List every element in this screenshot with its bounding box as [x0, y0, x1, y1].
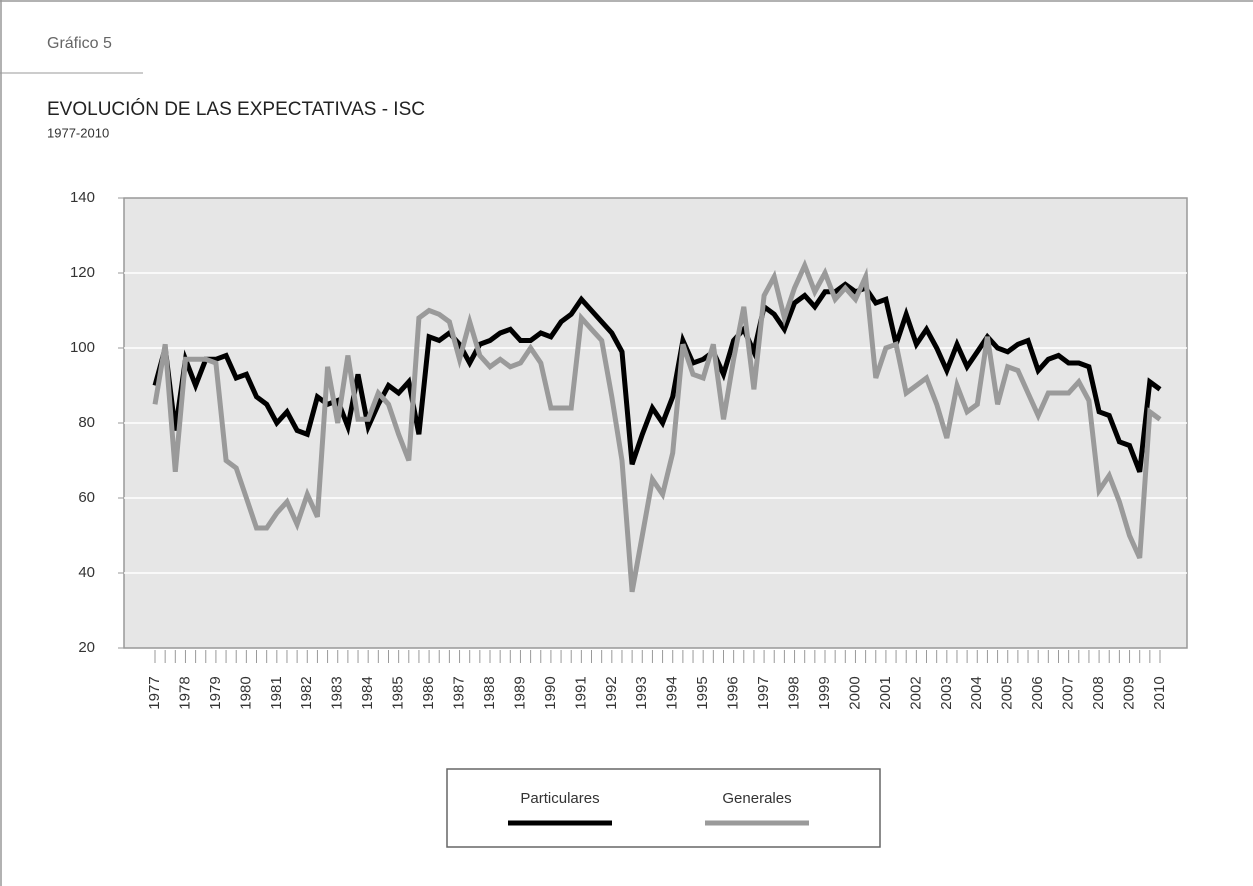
x-tick-label: 2009	[1121, 676, 1138, 709]
x-tick-label: 1992	[603, 676, 620, 709]
x-tick-label: 2007	[1060, 676, 1077, 709]
x-tick-label: 1990	[542, 676, 559, 709]
x-tick-label: 1994	[664, 676, 681, 709]
x-tick-label: 1997	[755, 676, 772, 709]
y-tick-label: 80	[78, 414, 95, 431]
series-line	[152, 259, 1162, 593]
x-tick-label: 2004	[968, 676, 985, 709]
x-tick-label: 2006	[1029, 676, 1046, 709]
x-tick-label: 2003	[938, 676, 955, 709]
x-tick-label: 1988	[481, 676, 498, 709]
x-tick-label: 1977	[146, 676, 163, 709]
y-tick-label: 100	[70, 339, 95, 356]
legend-label: Particulares	[520, 790, 599, 807]
y-tick-label: 120	[70, 264, 95, 281]
legend-label: Generales	[722, 790, 791, 807]
y-tick-label: 20	[78, 639, 95, 656]
y-tick-label: 140	[70, 189, 95, 206]
chart-title: EVOLUCIÓN DE LAS EXPECTATIVAS - ISC	[47, 98, 425, 120]
x-tick-label: 2010	[1151, 676, 1168, 709]
figure-label: Gráfico 5	[47, 35, 112, 52]
x-tick-label: 1999	[816, 676, 833, 709]
x-tick-label: 2002	[907, 676, 924, 709]
chart-subtitle: 1977-2010	[47, 125, 109, 140]
x-tick-label: 1995	[694, 676, 711, 709]
x-tick-label: 2000	[846, 676, 863, 709]
x-tick-label: 1979	[207, 676, 224, 709]
x-tick-label: 1996	[725, 676, 742, 709]
x-tick-label: 1978	[176, 676, 193, 709]
x-tick-label: 1981	[268, 676, 285, 709]
y-tick-label: 60	[78, 489, 95, 506]
series-line	[152, 281, 1162, 473]
x-tick-label: 1985	[390, 676, 407, 709]
x-tick-label: 1986	[420, 676, 437, 709]
x-tick-label: 2001	[877, 676, 894, 709]
x-tick-label: 1991	[572, 676, 589, 709]
x-tick-label: 2005	[999, 676, 1016, 709]
x-tick-label: 2008	[1090, 676, 1107, 709]
x-tick-label: 1998	[786, 676, 803, 709]
x-tick-label: 1989	[511, 676, 528, 709]
x-tick-label: 1993	[633, 676, 650, 709]
legend-box	[446, 768, 881, 848]
y-tick-label: 40	[78, 564, 95, 581]
x-tick-label: 1982	[298, 676, 315, 709]
x-tick-label: 1983	[329, 676, 346, 709]
x-tick-label: 1987	[451, 676, 468, 709]
x-tick-label: 1984	[359, 676, 376, 709]
x-tick-label: 1980	[237, 676, 254, 709]
